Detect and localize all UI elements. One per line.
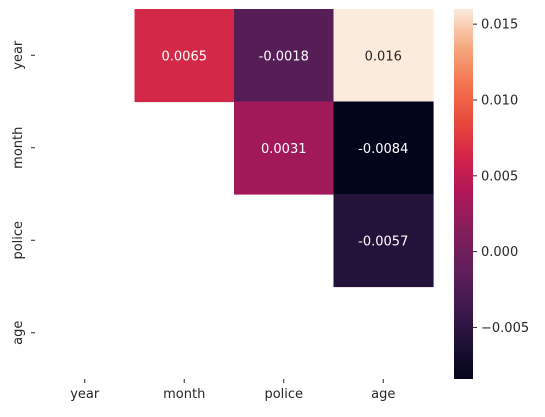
colorbar-tick-label: −0.005 [481,321,529,336]
heatmap-cell-year-police [234,9,335,103]
x-tick-label-year: year [70,387,100,402]
y-tick-label-age: age [11,321,26,345]
colorbar: 0.015 0.010 0.005 0.000 −0.005 [454,9,529,379]
y-tick-label-police: police [11,221,26,260]
x-tick-label-police: police [264,387,303,402]
colorbar-tick-label: 0.005 [481,169,518,184]
heatmap-cell-month-age [333,101,434,195]
heatmap-cell-year-month [134,9,235,103]
cell-label-month-age: -0.0084 [358,142,408,157]
heatmap-cell-month-police [234,101,335,195]
cell-label-year-police: -0.0018 [259,49,309,64]
colorbar-gradient [454,9,473,379]
x-tick-label-month: month [163,387,205,402]
cell-label-police-age: -0.0057 [358,234,408,249]
heatmap-cell-police-age [333,194,434,288]
colorbar-tick-label: 0.010 [481,93,518,108]
y-tick-label-month: month [11,127,26,169]
cell-label-month-police: 0.0031 [261,142,307,157]
colorbar-tick-label: 0.000 [481,245,518,260]
colorbar-tick-label: 0.015 [481,18,518,33]
heatmap-cell-year-age [333,9,434,103]
axis-ticks: year month police age year month police age [11,40,395,402]
x-tick-label-age: age [371,387,395,402]
heatmap-cells: 0.0065 -0.0018 0.016 0.0031 -0.0084 -0.0057 [134,9,434,288]
cell-label-year-age: 0.016 [365,49,402,64]
cell-label-year-month: 0.0065 [162,49,208,64]
y-tick-label-year: year [11,40,26,70]
